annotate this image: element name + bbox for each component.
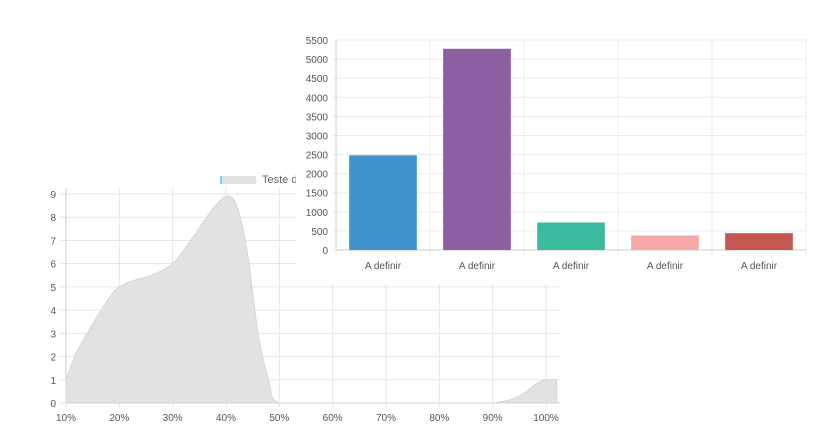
bar-x-tick-label: A definir — [741, 261, 778, 272]
bar[interactable] — [443, 48, 511, 251]
bar-x-tick-label: A definir — [647, 261, 684, 272]
bar-chart: 0 500 1000 1500 2000 2500 3000 3500 4000 4500 5000… — [296, 22, 816, 284]
area-y-tick-label: 6 — [50, 260, 56, 271]
bar-chart-svg: 0 500 1000 1500 2000 2500 3000 3500 4000 4500 5000… — [306, 36, 807, 272]
area-y-tick-label: 1 — [50, 376, 56, 387]
area-x-tick-label: 10% — [56, 413, 76, 424]
area-series-fill — [65, 195, 558, 404]
bar-y-tick-label: 4500 — [306, 74, 329, 85]
bar[interactable] — [725, 233, 793, 250]
bar-x-tick-label: A definir — [459, 261, 496, 272]
bar-x-tick-label: A definir — [365, 261, 402, 272]
area-x-tick-label: 70% — [376, 413, 396, 424]
area-chart-legend[interactable]: Teste d — [220, 173, 297, 187]
bar-y-tick-label: 0 — [322, 246, 328, 257]
area-x-tick-label: 60% — [323, 413, 343, 424]
area-x-tick-label: 40% — [216, 413, 236, 424]
legend-label: Teste d — [262, 174, 298, 186]
bar-y-tick-label: 1500 — [306, 189, 329, 200]
legend-swatch — [220, 176, 256, 184]
bar-y-tick-label: 5500 — [306, 36, 329, 47]
area-x-tick-label: 90% — [483, 413, 503, 424]
area-y-tick-label: 3 — [50, 329, 56, 340]
area-x-tick-label: 100% — [533, 413, 559, 424]
bar-y-tick-label: 500 — [311, 227, 328, 238]
area-x-tick-label: 80% — [429, 413, 449, 424]
area-y-tick-label: 2 — [50, 353, 56, 364]
bar[interactable] — [349, 155, 417, 250]
bar[interactable] — [537, 222, 605, 250]
area-y-tick-label: 7 — [50, 236, 56, 247]
area-y-tick-label: 4 — [50, 306, 56, 317]
bar-x-tick-label: A definir — [553, 261, 590, 272]
bar-y-tick-label: 4000 — [306, 93, 329, 104]
bar-y-tick-label: 1000 — [306, 208, 329, 219]
area-y-tick-label: 5 — [50, 283, 56, 294]
area-y-tick-label: 8 — [50, 213, 56, 224]
area-x-tick-label: 50% — [269, 413, 289, 424]
bar-y-tick-label: 3000 — [306, 131, 329, 142]
bar-y-tick-label: 2500 — [306, 151, 329, 162]
area-y-tick-label: 9 — [50, 190, 56, 201]
bar[interactable] — [631, 235, 699, 250]
area-x-tick-label: 30% — [163, 413, 183, 424]
bar-y-tick-label: 5000 — [306, 55, 329, 66]
bar-y-tick-label: 2000 — [306, 170, 329, 181]
area-x-tick-label: 20% — [109, 413, 129, 424]
bar-y-tick-label: 3500 — [306, 112, 329, 123]
area-y-tick-label: 0 — [50, 399, 56, 410]
